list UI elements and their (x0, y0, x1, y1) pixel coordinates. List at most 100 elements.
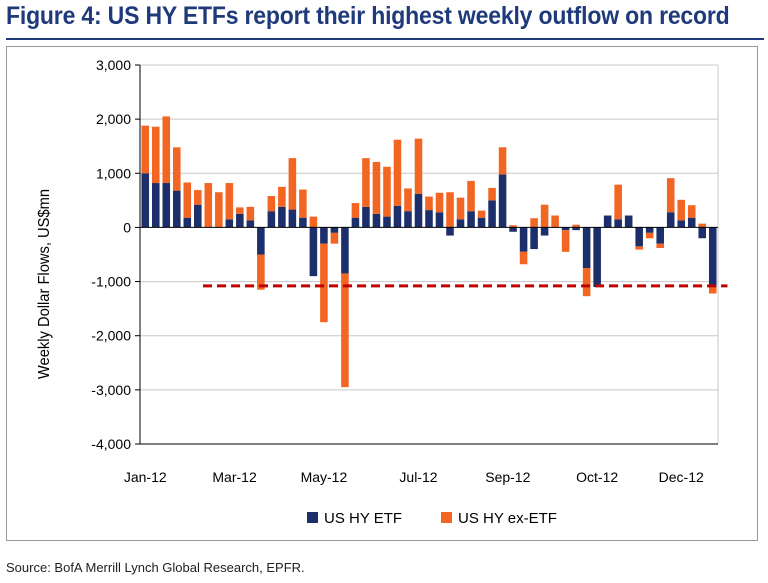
bar-us-hy-ex-etf (530, 218, 538, 228)
bar-us-hy-ex-etf (215, 192, 223, 228)
bar-us-hy-ex-etf (246, 206, 255, 221)
bar-us-hy-etf (435, 212, 444, 228)
bar-us-hy-etf (645, 227, 654, 233)
x-tick-label: Mar-12 (212, 469, 257, 485)
bar-us-hy-etf (698, 227, 707, 239)
bar-us-hy-ex-etf (477, 210, 486, 218)
bar-us-hy-etf (561, 227, 570, 231)
bar-us-hy-etf (624, 215, 633, 228)
bar-us-hy-etf (530, 227, 538, 250)
bar-us-hy-ex-etf (488, 187, 496, 201)
bar-us-hy-ex-etf (172, 147, 181, 191)
bar-us-hy-ex-etf (299, 189, 307, 218)
figure-title: Figure 4: US HY ETFs report their highes… (6, 2, 730, 30)
bar-us-hy-etf (362, 206, 370, 228)
x-tick-label: Sep-12 (485, 469, 530, 485)
bar-us-hy-etf (446, 227, 454, 236)
bar-us-hy-ex-etf (151, 126, 160, 184)
bar-us-hy-etf (708, 227, 717, 287)
bar-us-hy-ex-etf (561, 230, 570, 252)
bar-us-hy-etf (635, 227, 643, 247)
y-tick-label: -2,000 (91, 328, 131, 344)
bar-us-hy-ex-etf (498, 147, 507, 175)
bar-us-hy-etf (257, 227, 265, 255)
source-note: Source: BofA Merrill Lynch Global Resear… (6, 560, 305, 575)
bar-us-hy-ex-etf (383, 166, 391, 217)
chart-frame (6, 46, 758, 541)
bar-us-hy-ex-etf (278, 186, 286, 207)
bar-us-hy-ex-etf (582, 268, 591, 297)
bar-us-hy-ex-etf (687, 205, 696, 218)
bar-us-hy-ex-etf (362, 158, 370, 207)
bar-us-hy-ex-etf (645, 232, 654, 239)
bar-us-hy-ex-etf (341, 273, 349, 388)
bar-us-hy-etf (267, 211, 276, 228)
x-tick-label: May-12 (301, 469, 348, 485)
bar-us-hy-etf (614, 219, 622, 228)
bar-us-hy-ex-etf (257, 254, 265, 290)
legend: US HY ETF US HY ex-ETF (307, 510, 557, 527)
bar-us-hy-etf (666, 212, 675, 228)
bar-us-hy-ex-etf (677, 199, 686, 221)
bar-us-hy-etf (477, 217, 486, 228)
bar-us-hy-ex-etf (393, 139, 402, 206)
bar-us-hy-ex-etf (656, 243, 664, 249)
x-tick-label: Jul-12 (399, 469, 437, 485)
bar-us-hy-etf (519, 227, 528, 252)
bar-us-hy-etf (488, 200, 496, 228)
y-tick-label: -3,000 (91, 382, 131, 398)
bar-us-hy-ex-etf (225, 183, 234, 220)
bar-us-hy-etf (172, 190, 181, 228)
bar-us-hy-etf (151, 183, 160, 228)
bar-us-hy-ex-etf (236, 207, 244, 214)
grid-layer (140, 64, 719, 444)
bar-us-hy-etf (225, 219, 234, 228)
x-tick-label: Jan-12 (124, 469, 167, 485)
bar-us-hy-etf (141, 173, 150, 228)
bar-us-hy-etf (603, 215, 612, 228)
y-tick-label: -4,000 (91, 436, 131, 452)
bar-us-hy-ex-etf (446, 192, 454, 228)
bar-us-hy-ex-etf (288, 158, 297, 210)
x-tick-label: Dec-12 (659, 469, 704, 485)
bar-us-hy-etf (540, 227, 549, 236)
bar-us-hy-etf (372, 213, 381, 228)
y-tick-label: 0 (123, 219, 131, 235)
bar-us-hy-etf (183, 217, 192, 228)
bar-us-hy-ex-etf (141, 125, 150, 174)
bar-us-hy-ex-etf (572, 224, 580, 228)
y-tick-label: -1,000 (91, 274, 131, 290)
bar-us-hy-etf (498, 174, 507, 228)
bar-us-hy-etf (414, 193, 423, 228)
bar-us-hy-etf (393, 205, 402, 228)
bar-us-hy-etf (194, 204, 202, 228)
bar-us-hy-ex-etf (467, 180, 475, 212)
bar-us-hy-etf (509, 227, 517, 232)
bar-us-hy-etf (383, 216, 391, 228)
bar-us-hy-ex-etf (456, 197, 465, 220)
bar-us-hy-ex-etf (372, 161, 381, 214)
y-axis-label: Weekly Dollar Flows, US$mn (35, 189, 53, 379)
bar-us-hy-etf (582, 227, 591, 269)
bar-us-hy-etf (687, 217, 696, 228)
bar-us-hy-ex-etf (267, 196, 276, 212)
bar-us-hy-ex-etf (614, 184, 622, 220)
bar-us-hy-ex-etf (551, 215, 559, 228)
bar-us-hy-etf (572, 227, 580, 231)
y-tick-label: 1,000 (96, 165, 131, 181)
bar-us-hy-ex-etf (194, 190, 202, 205)
bar-us-hy-ex-etf (540, 204, 549, 228)
bar-us-hy-etf (299, 217, 307, 228)
bar-us-hy-ex-etf (509, 225, 517, 228)
bar-us-hy-ex-etf (204, 183, 213, 228)
bar-us-hy-etf (246, 220, 255, 228)
legend-label-etf: US HY ETF (324, 510, 402, 527)
bar-us-hy-etf (162, 183, 171, 228)
bar-us-hy-etf (425, 210, 433, 228)
bar-us-hy-etf (351, 217, 360, 228)
bar-us-hy-ex-etf (309, 216, 318, 228)
bar-us-hy-ex-etf (708, 286, 717, 294)
bar-us-hy-ex-etf (435, 192, 444, 213)
bar-us-hy-ex-etf (351, 203, 360, 218)
